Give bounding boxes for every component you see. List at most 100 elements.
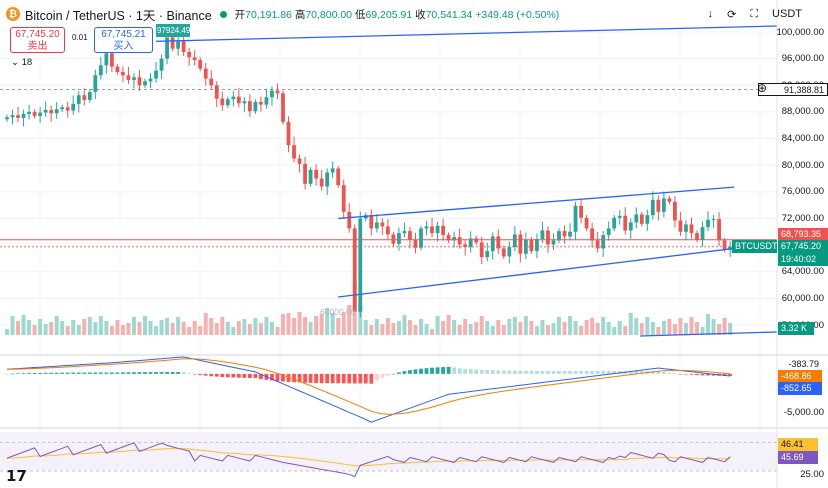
candle	[82, 95, 87, 100]
macd-histogram-bar	[352, 373, 357, 384]
macd-histogram-bar	[76, 372, 81, 374]
volume-bar	[292, 318, 297, 335]
volume-bar	[672, 324, 677, 335]
fullscreen-icon[interactable]: ⛶	[750, 7, 759, 20]
volume-bar	[76, 325, 81, 335]
volume-bar	[87, 317, 92, 335]
indicator-toggle[interactable]: ⌄ 18	[11, 57, 33, 68]
candle	[667, 198, 672, 202]
volume-bar	[413, 325, 418, 335]
volume-bar	[187, 327, 192, 335]
candle	[711, 219, 716, 221]
macd-histogram-bar	[700, 373, 705, 376]
macd-histogram-bar	[474, 369, 479, 374]
alert-price-label: 91,388.81	[758, 82, 828, 96]
macd-histogram-bar	[485, 369, 490, 374]
volume-bar	[176, 317, 181, 335]
volume-bar	[584, 320, 589, 335]
price-axis-tick: 80,000.00	[781, 159, 824, 171]
volume-bar	[573, 321, 578, 335]
candle	[60, 107, 65, 110]
candle	[374, 222, 379, 229]
candle	[126, 75, 131, 80]
volume-bar	[661, 321, 666, 335]
macd-histogram-bar	[419, 368, 423, 374]
candle	[275, 90, 280, 94]
volume-bar	[568, 316, 573, 335]
volume-bar	[49, 322, 54, 335]
candle	[341, 185, 346, 212]
macd-histogram-bar	[10, 373, 15, 375]
macd-histogram-bar	[639, 371, 644, 374]
macd-histogram-bar	[38, 372, 43, 374]
macd-histogram-bar	[380, 373, 385, 378]
macd-histogram-bar	[143, 372, 147, 374]
volume-bar	[407, 320, 412, 335]
candle	[109, 53, 114, 67]
symbol-title[interactable]: Bitcoin / TetherUS · 1天 · Binance	[25, 8, 212, 23]
macd-histogram-bar	[176, 372, 181, 374]
candle	[424, 226, 429, 229]
candle	[684, 224, 688, 232]
macd-histogram-bar	[247, 373, 252, 378]
macd-histogram-bar	[728, 373, 733, 376]
candle	[650, 199, 655, 216]
macd-histogram-bar	[209, 373, 214, 377]
macd-histogram-bar	[413, 369, 418, 374]
macd-histogram-bar	[452, 367, 457, 374]
volume-bar	[457, 325, 462, 335]
volume-bar	[120, 325, 125, 335]
candle	[474, 238, 479, 243]
macd-histogram-bar	[590, 371, 595, 374]
candle	[176, 41, 181, 49]
macd-histogram-bar	[115, 372, 120, 374]
candle	[529, 239, 534, 252]
volume-bar	[131, 317, 136, 335]
tradingview-logo: 17	[6, 467, 27, 485]
candle	[259, 101, 263, 105]
candle	[385, 226, 390, 235]
candle	[181, 41, 186, 52]
volume-bar	[507, 319, 512, 335]
macd-histogram-bar	[435, 367, 440, 374]
macd-histogram-bar	[16, 373, 20, 375]
macd-signal-line	[6, 358, 731, 415]
candle	[198, 59, 203, 69]
candle	[391, 234, 396, 244]
add-alert-icon[interactable]: ⊕	[757, 81, 768, 96]
macd-histogram-bar	[187, 373, 192, 374]
candle	[87, 91, 92, 100]
price-axis-tick: 100,000.00	[776, 26, 824, 38]
volume-bar	[10, 316, 15, 335]
candle	[700, 227, 705, 240]
macd-line	[6, 356, 731, 423]
candle	[209, 78, 214, 86]
low-marker: 60000.00	[320, 307, 356, 317]
volume-bar	[639, 323, 644, 335]
macd-histogram-bar	[259, 373, 263, 380]
candle	[617, 215, 622, 218]
candle	[297, 158, 302, 164]
macd-histogram-bar	[303, 373, 307, 383]
macd-histogram-bar	[397, 372, 401, 374]
refresh-icon[interactable]: ⟳	[727, 8, 737, 21]
macd-histogram-bar	[308, 373, 313, 383]
macd-histogram-bar	[198, 373, 203, 376]
volume-bar	[21, 315, 26, 335]
macd-histogram-bar	[336, 373, 341, 384]
volume-bar	[303, 317, 308, 335]
buy-button[interactable]: 67,745.21 买入	[94, 27, 153, 53]
volume-bar	[496, 320, 501, 335]
volume-bar	[225, 322, 230, 335]
market-status-icon	[219, 10, 227, 18]
sell-button[interactable]: 67,745.20 卖出	[10, 27, 65, 53]
volume-bar	[253, 318, 258, 335]
candle	[115, 66, 120, 72]
currency-label[interactable]: USDT	[772, 8, 802, 20]
candle	[303, 163, 307, 184]
volume-bar	[479, 316, 484, 335]
volume-bar	[54, 316, 59, 335]
download-arrow-icon[interactable]: ↓	[707, 8, 714, 20]
macd-histogram-bar	[430, 367, 434, 374]
